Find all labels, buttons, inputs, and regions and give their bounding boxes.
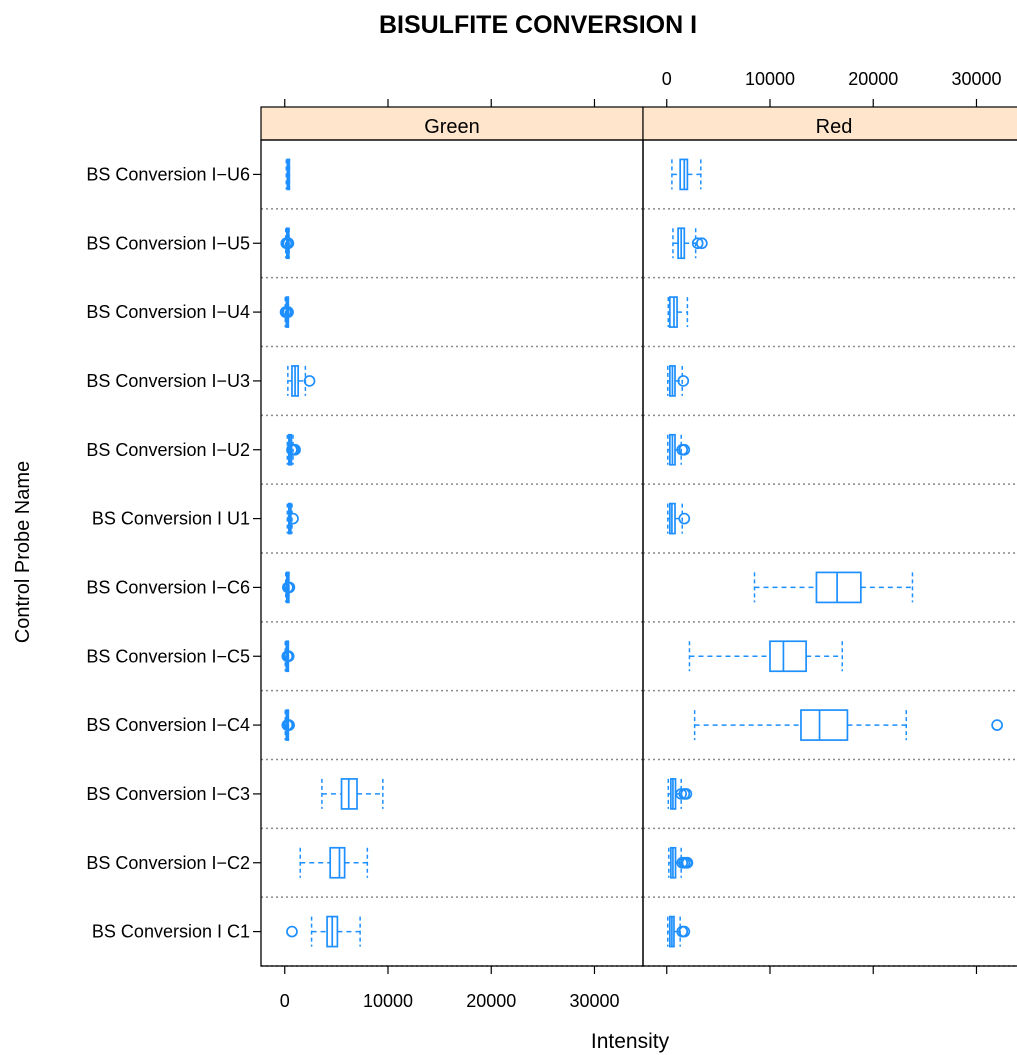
outlier-point (282, 237, 295, 250)
box (800, 709, 849, 741)
outlier-point (680, 788, 693, 800)
category-label: BS Conversion I−C4 (86, 715, 250, 735)
outlier-point (283, 719, 295, 731)
outlier-point (286, 925, 298, 938)
box (769, 640, 807, 673)
outlier-point (287, 512, 299, 525)
box (815, 571, 862, 604)
outlier-point (678, 925, 691, 938)
x-tick-label: 0 (280, 991, 290, 1011)
panel-strip (642, 106, 1017, 141)
outlier-point (678, 443, 691, 456)
category-label: BS Conversion I−C2 (86, 853, 250, 873)
outlier-point (675, 788, 688, 800)
outlier-point (283, 581, 296, 594)
x-tick-label: 0 (662, 69, 672, 89)
category-label: BS Conversion I−U4 (86, 302, 250, 322)
x-tick-label: 10000 (363, 991, 413, 1011)
y-axis-label: Control Probe Name (12, 461, 34, 643)
box (329, 846, 346, 879)
outlier-point (282, 306, 294, 318)
outlier-point (677, 375, 690, 387)
outlier-point (681, 856, 694, 869)
category-label: BS Conversion I−C3 (86, 784, 250, 804)
x-tick-label: 10000 (745, 69, 795, 89)
x-tick-label: 20000 (848, 69, 898, 89)
panel-strip-label: Green (424, 116, 480, 138)
category-label: BS Conversion I−U3 (86, 371, 250, 391)
category-label: BS Conversion I−C6 (86, 577, 250, 597)
panel-strip-label: Red (816, 116, 853, 138)
panels-group: BS Conversion I−U6 BS Conversion I−U5 BS C… (86, 69, 1017, 1011)
category-label: BS Conversion I−U6 (86, 164, 250, 184)
category-label: BS Conversion I C1 (92, 922, 250, 942)
outlier-point (695, 237, 708, 250)
category-label: BS Conversion I U1 (92, 509, 250, 529)
category-label: BS Conversion I−U2 (86, 440, 250, 460)
outlier-point (691, 237, 704, 250)
x-axis-label: Intensity (591, 1030, 670, 1053)
category-label: BS Conversion I−U5 (86, 233, 250, 253)
outlier-point (303, 375, 316, 387)
x-tick-label: 30000 (569, 991, 619, 1011)
panel-border (642, 139, 1017, 967)
outlier-point (678, 512, 691, 525)
panel-strip (260, 106, 644, 141)
x-tick-label: 30000 (951, 69, 1001, 89)
category-label: BS Conversion I−C5 (86, 646, 250, 666)
outlier-point (991, 719, 1003, 731)
outlier-point (282, 650, 295, 663)
chart-title: BISULFITE CONVERSION I (379, 11, 697, 39)
x-tick-label: 20000 (466, 991, 516, 1011)
outlier-point (289, 443, 301, 456)
